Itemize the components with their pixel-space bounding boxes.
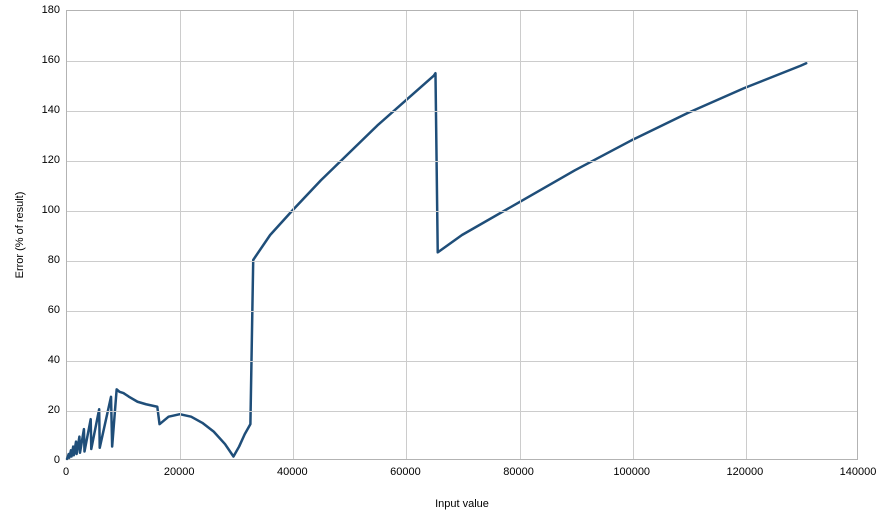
error-chart: Error (% of result) Input value 0 20 40 60 8… — [0, 0, 882, 518]
y-tick-label: 80 — [48, 254, 60, 266]
y-tick-label: 100 — [42, 204, 60, 216]
y-tick-label: 0 — [54, 454, 60, 466]
x-tick-label: 140000 — [840, 466, 877, 478]
x-tick-label: 100000 — [613, 466, 650, 478]
x-axis-label: Input value — [435, 498, 489, 510]
gridline-h — [67, 311, 857, 312]
y-tick-label: 20 — [48, 404, 60, 416]
y-tick-label: 40 — [48, 354, 60, 366]
series-svg — [67, 11, 857, 459]
y-tick-label: 140 — [42, 104, 60, 116]
y-tick-label: 60 — [48, 304, 60, 316]
gridline-v — [746, 11, 747, 459]
gridline-v — [520, 11, 521, 459]
gridline-h — [67, 111, 857, 112]
gridline-h — [67, 261, 857, 262]
gridline-h — [67, 411, 857, 412]
y-tick-label: 160 — [42, 54, 60, 66]
gridline-v — [180, 11, 181, 459]
x-tick-label: 20000 — [164, 466, 195, 478]
x-tick-label: 120000 — [726, 466, 763, 478]
gridline-v — [406, 11, 407, 459]
x-tick-label: 0 — [63, 466, 69, 478]
y-tick-label: 180 — [42, 4, 60, 16]
gridline-h — [67, 211, 857, 212]
x-tick-label: 40000 — [277, 466, 308, 478]
x-tick-label: 80000 — [503, 466, 534, 478]
gridline-v — [633, 11, 634, 459]
gridline-h — [67, 61, 857, 62]
plot-area — [66, 10, 858, 460]
gridline-h — [67, 361, 857, 362]
gridline-h — [67, 161, 857, 162]
y-axis-label: Error (% of result) — [14, 192, 26, 279]
y-tick-label: 120 — [42, 154, 60, 166]
gridline-v — [293, 11, 294, 459]
x-tick-label: 60000 — [390, 466, 421, 478]
